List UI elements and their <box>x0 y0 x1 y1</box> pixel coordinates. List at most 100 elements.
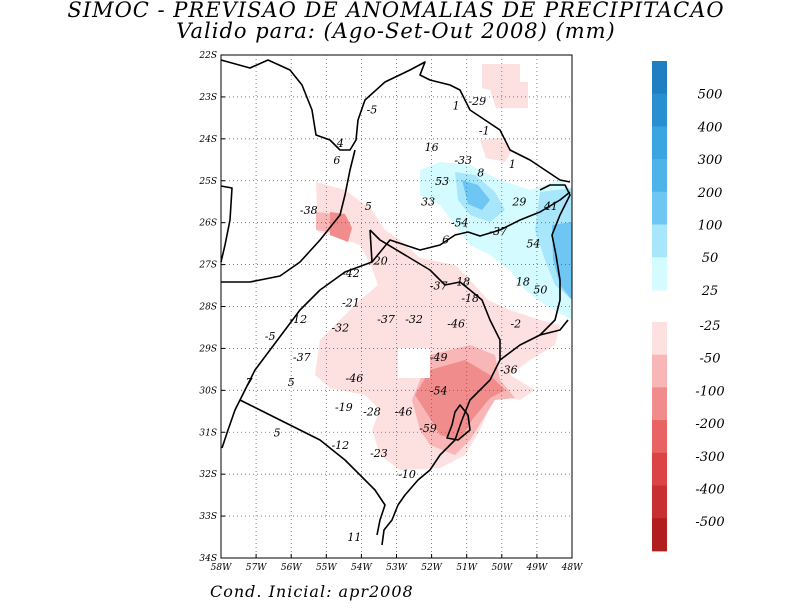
lat-tick-label: 29S <box>198 344 217 354</box>
colorbar-swatch <box>652 61 667 95</box>
lat-tick-label: 25S <box>198 177 217 187</box>
lat-tick-label: 24S <box>198 135 217 145</box>
anomaly-value-label: -33 <box>454 154 472 167</box>
anomaly-value-label: 11 <box>347 531 361 544</box>
anomaly-value-label: -37 <box>293 351 311 364</box>
negative-anomaly-area <box>482 64 528 108</box>
no-anomaly-area <box>398 348 430 378</box>
anomaly-value-label: 50 <box>533 284 547 297</box>
colorbar-label: -500 <box>695 515 724 530</box>
colorbar-label: 500 <box>698 88 723 103</box>
anomaly-value-label: -18 <box>461 292 479 305</box>
anomaly-value-label: -5 <box>265 330 276 343</box>
anomaly-value-label: 4 <box>336 137 344 150</box>
anomaly-value-label: 1 <box>453 99 460 112</box>
anomaly-value-label: -2 <box>510 317 521 330</box>
lon-tick-label: 56W <box>281 563 302 573</box>
anomaly-value-label: 5 <box>274 426 281 439</box>
anomaly-value-label: -46 <box>447 317 465 330</box>
colorbar-label: -400 <box>695 483 724 498</box>
colorbar-label: 300 <box>698 153 723 168</box>
lat-tick-label: 34S <box>199 554 217 564</box>
lat-tick-label: 30S <box>199 386 217 396</box>
lat-tick-label: 22S <box>198 51 217 61</box>
colorbar-swatch <box>652 387 667 421</box>
axis-labels: 58W 57W 56W 55W 54W 53W 52W 51W 50W 49W 48W 22S 23S 2… <box>198 51 583 573</box>
state-boundary <box>221 149 356 283</box>
anomaly-value-label: -37 <box>377 313 395 326</box>
anomaly-value-label: -49 <box>430 351 448 364</box>
positive-anomaly-area <box>420 162 572 320</box>
anomaly-value-label: 5 <box>365 200 372 213</box>
anomaly-value-label: 7 <box>246 376 253 389</box>
colorbar-label: -50 <box>700 352 721 367</box>
grid-lines <box>221 55 572 558</box>
lon-tick-label: 50W <box>491 563 512 573</box>
anomaly-value-label: -54 <box>430 384 448 397</box>
lon-tick-label: 53W <box>386 563 407 573</box>
colorbar-swatch <box>652 452 667 486</box>
anomaly-value-label: -23 <box>370 447 388 460</box>
colorbar-label: -300 <box>695 450 724 465</box>
lon-tick-label: 49W <box>526 563 548 573</box>
state-boundary <box>220 185 233 263</box>
anomaly-value-label: -12 <box>331 439 349 452</box>
anomaly-value-label: -12 <box>289 313 307 326</box>
colorbar-label: 25 <box>701 284 719 299</box>
anomaly-shading <box>315 64 572 470</box>
lon-tick-label: 51W <box>456 563 477 573</box>
anomaly-value-label: 5 <box>288 376 295 389</box>
positive-anomaly-area <box>552 222 572 300</box>
lat-tick-label: 23S <box>198 93 217 103</box>
lon-tick-label: 48W <box>561 563 583 573</box>
anomaly-value-label: -32 <box>331 321 349 334</box>
lon-tick-label: 57W <box>246 563 267 573</box>
colorbar-swatch <box>652 354 667 388</box>
map-subtitle: Valido para: (Ago-Set-Out 2008) (mm) <box>176 19 616 43</box>
anomaly-value-label: 29 <box>511 196 526 209</box>
anomaly-value-label: -20 <box>370 254 388 267</box>
negative-anomaly-area <box>480 138 512 162</box>
anomaly-value-label: -46 <box>346 372 364 385</box>
anomaly-value-label: -29 <box>468 95 486 108</box>
anomaly-value-label: 18 <box>516 275 530 288</box>
colorbar-swatch <box>652 159 667 193</box>
anomaly-value-label: -37 <box>489 225 507 238</box>
colorbar-swatch <box>652 191 667 225</box>
colorbar-swatch <box>652 485 667 519</box>
negative-anomaly-area <box>315 182 560 470</box>
initial-condition-label: Cond. Inicial: apr2008 <box>210 582 414 601</box>
lon-tick-label: 54W <box>351 563 372 573</box>
anomaly-value-label: -19 <box>335 401 353 414</box>
anomaly-value-label: 6 <box>333 154 340 167</box>
anomaly-value-label: -5 <box>367 103 378 116</box>
state-boundary <box>369 229 569 361</box>
anomaly-value-label: 1 <box>509 158 516 171</box>
anomaly-value-label: 8 <box>477 166 484 179</box>
lagoon-outline <box>446 404 471 441</box>
lon-tick-label: 52W <box>421 563 442 573</box>
anomaly-value-label: -46 <box>395 405 413 418</box>
anomaly-value-label: 33 <box>421 196 435 209</box>
anomaly-value-label: -59 <box>419 422 437 435</box>
coastline <box>381 359 501 546</box>
coastline <box>539 184 571 336</box>
anomaly-value-label: -21 <box>342 296 360 309</box>
colorbar-swatch <box>652 518 667 552</box>
anomaly-value-label: -38 <box>300 204 318 217</box>
colorbar-label: 50 <box>702 251 719 266</box>
anomaly-value-label: 41 <box>543 200 558 213</box>
colorbar-swatch <box>652 257 667 291</box>
country-boundary <box>239 399 386 536</box>
anomaly-value-label: -37 <box>430 280 448 293</box>
colorbar-label: 200 <box>697 186 723 201</box>
title-block: SIMOC - PREVISAO DE ANOMALIAS DE PRECIPI… <box>0 0 792 42</box>
lat-tick-label: 28S <box>198 303 217 313</box>
colorbar-label: -25 <box>700 319 721 334</box>
anomaly-value-label: -1 <box>479 124 490 137</box>
colorbar-swatch <box>652 224 667 258</box>
boundary-lines <box>220 59 571 546</box>
anomaly-value-label: -32 <box>405 313 423 326</box>
